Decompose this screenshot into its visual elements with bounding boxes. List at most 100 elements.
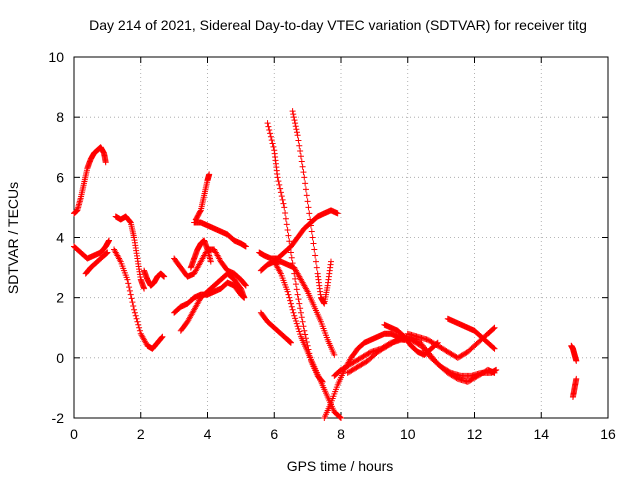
- series-arc26: [569, 375, 580, 400]
- data-point: [299, 318, 306, 325]
- data-point: [299, 163, 306, 170]
- data-point: [267, 133, 274, 140]
- data-point: [307, 216, 314, 223]
- data-point: [197, 208, 204, 215]
- series-arc3: [82, 249, 111, 277]
- data-point: [129, 299, 136, 306]
- data-point: [135, 321, 142, 328]
- data-point: [301, 174, 308, 181]
- data-point: [291, 312, 298, 319]
- data-point: [290, 309, 297, 316]
- data-point: [295, 296, 302, 303]
- data-point: [302, 180, 309, 187]
- data-point: [268, 137, 275, 144]
- data-point: [309, 234, 316, 241]
- x-tick-label: 16: [600, 426, 616, 442]
- data-point: [311, 246, 318, 253]
- data-point: [296, 142, 303, 149]
- data-point: [297, 305, 304, 312]
- x-tick-label: 14: [533, 426, 549, 442]
- data-point: [297, 148, 304, 155]
- data-point: [241, 294, 248, 301]
- data-point: [242, 243, 249, 250]
- series-arc12: [187, 237, 214, 271]
- data-point: [292, 315, 299, 322]
- data-point: [491, 369, 498, 376]
- data-point: [393, 337, 400, 344]
- data-point: [298, 314, 305, 321]
- data-point: [285, 291, 292, 298]
- series-arc13: [257, 309, 294, 346]
- data-point: [102, 159, 109, 166]
- y-tick-label: 8: [56, 109, 64, 125]
- data-point: [277, 185, 284, 192]
- data-point: [302, 331, 309, 338]
- data-point: [331, 351, 338, 358]
- data-point: [287, 249, 294, 256]
- data-point: [133, 315, 140, 322]
- data-point: [293, 320, 300, 327]
- data-point: [286, 238, 293, 245]
- chart-title: Day 214 of 2021, Sidereal Day-to-day VTE…: [89, 17, 587, 33]
- y-tick-labels: -2 0 2 4 6 8 10: [48, 49, 64, 426]
- data-point: [300, 169, 307, 176]
- data-point: [294, 323, 301, 330]
- data-point: [491, 324, 498, 331]
- data-point: [136, 327, 143, 334]
- data-point: [294, 132, 301, 139]
- data-point: [310, 240, 317, 247]
- data-point: [282, 215, 289, 222]
- data-point: [312, 252, 319, 259]
- data-point: [266, 126, 273, 133]
- series-arc24: [444, 315, 498, 352]
- data-point: [287, 339, 294, 346]
- data-point: [312, 258, 319, 265]
- data-point: [297, 153, 304, 160]
- data-point: [265, 123, 272, 130]
- data-point: [313, 264, 320, 271]
- data-point: [296, 328, 303, 335]
- data-point: [130, 302, 137, 309]
- data-point: [285, 232, 292, 239]
- data-point: [306, 210, 313, 217]
- data-point: [207, 258, 214, 265]
- data-point: [134, 318, 141, 325]
- series-arc21: [344, 333, 498, 385]
- data-point: [337, 414, 344, 421]
- data-point: [159, 333, 166, 340]
- data-point: [305, 204, 312, 211]
- data-point: [132, 312, 139, 319]
- data-point: [288, 254, 295, 261]
- data-point: [264, 120, 271, 127]
- series-arc6: [141, 267, 168, 289]
- data-point: [292, 281, 299, 288]
- data-point: [269, 140, 276, 147]
- data-point: [490, 345, 497, 352]
- data-point: [274, 174, 281, 181]
- data-point: [327, 258, 334, 265]
- data-point: [126, 287, 133, 294]
- data-point: [279, 196, 286, 203]
- data-point: [286, 294, 293, 301]
- data-point: [302, 186, 309, 193]
- series-arc1: [71, 144, 109, 217]
- x-tick-labels: 0 2 4 6 8 10 12 14 16: [70, 426, 616, 442]
- series-arc5: [112, 213, 148, 292]
- data-point: [292, 120, 299, 127]
- data-point: [307, 222, 314, 229]
- data-point: [573, 357, 580, 364]
- y-tick-label: 2: [56, 290, 64, 306]
- data-point: [573, 375, 580, 382]
- x-tick-label: 2: [137, 426, 145, 442]
- data-point: [275, 178, 282, 185]
- series-arc25: [568, 342, 580, 364]
- data-point: [270, 143, 277, 150]
- data-point: [297, 331, 304, 338]
- data-point: [290, 111, 297, 118]
- y-tick-label: 4: [56, 230, 64, 246]
- data-point: [136, 324, 143, 331]
- data-point: [284, 226, 291, 233]
- data-point: [293, 129, 300, 136]
- grid-lines: [74, 57, 608, 418]
- data-point: [453, 375, 460, 382]
